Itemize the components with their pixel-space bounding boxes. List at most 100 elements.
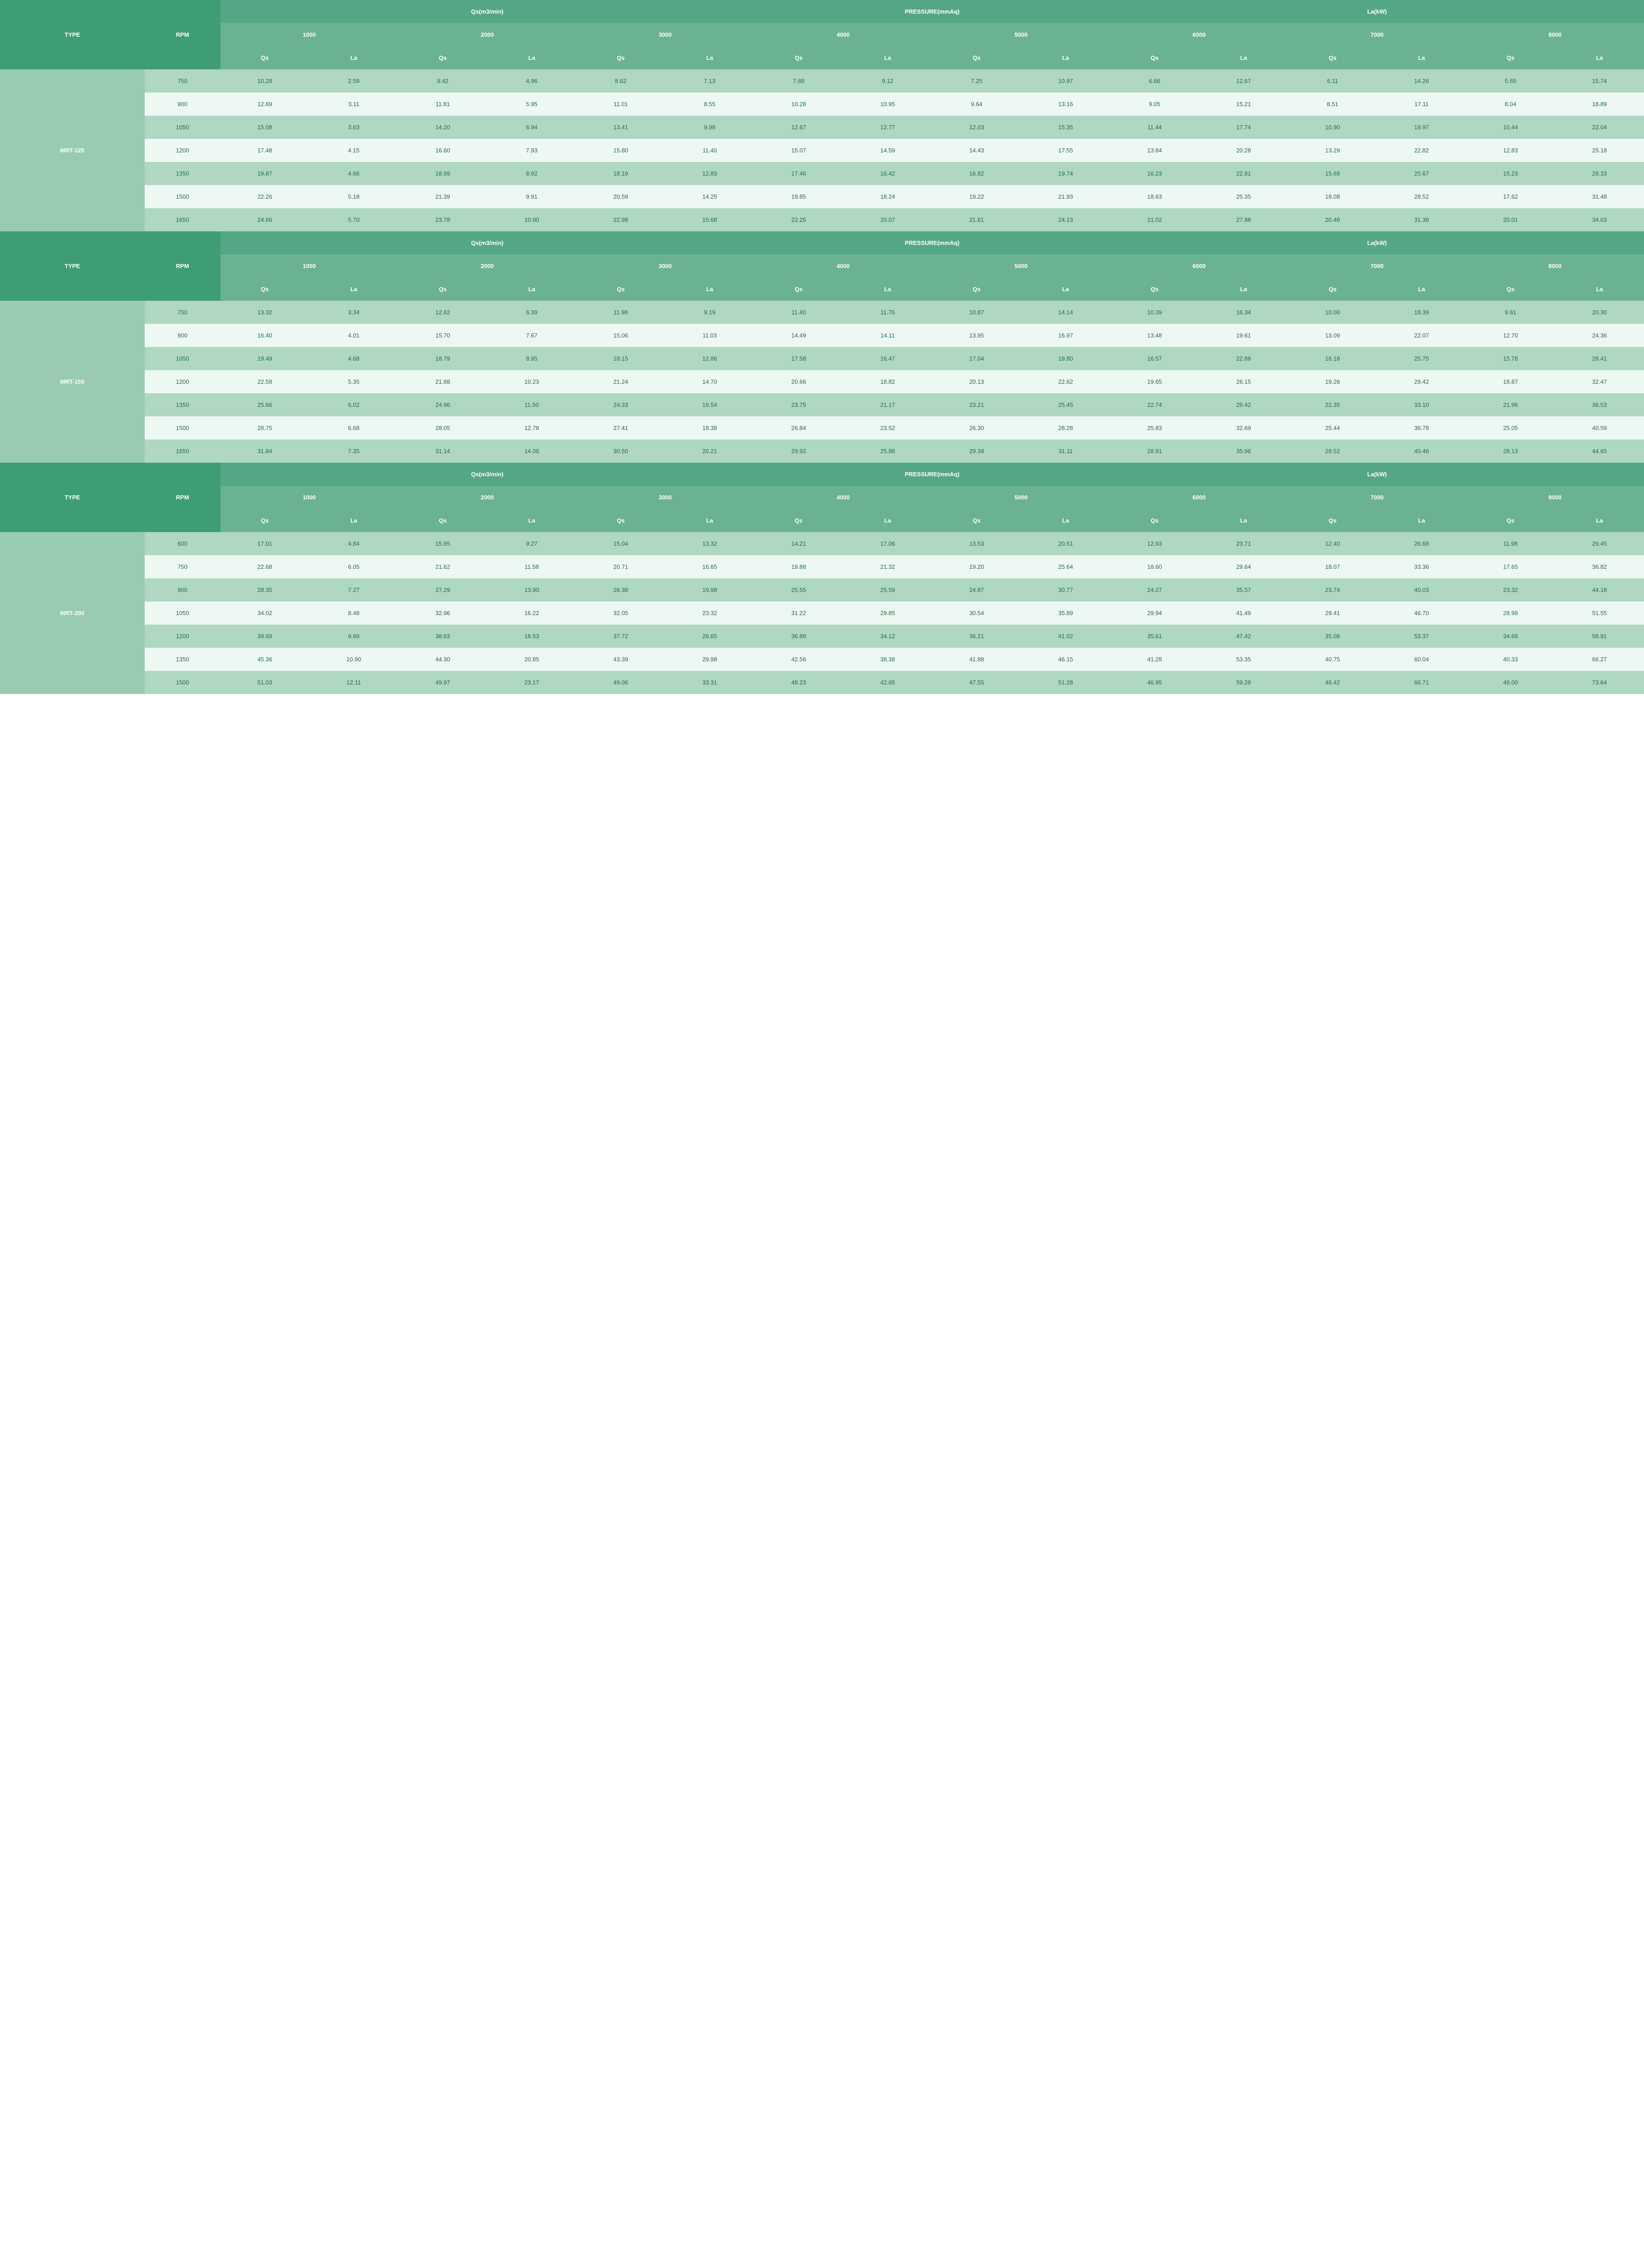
value-cell: 10.39: [1110, 301, 1199, 324]
header-group-pressure: PRESSURE(mmAq): [754, 463, 1110, 486]
value-cell: 49.97: [398, 671, 487, 694]
value-cell: 46.00: [1466, 671, 1555, 694]
value-cell: 24.36: [1555, 324, 1644, 347]
value-cell: 6.02: [309, 393, 398, 416]
value-cell: 22.81: [1199, 162, 1288, 185]
value-cell: 5.35: [309, 370, 398, 393]
header-pair-la: La: [1555, 278, 1644, 301]
value-cell: 19.61: [1199, 324, 1288, 347]
value-cell: 5.18: [309, 185, 398, 208]
value-cell: 26.38: [576, 578, 665, 601]
value-cell: 16.23: [1110, 162, 1199, 185]
value-cell: 30.50: [576, 440, 665, 463]
value-cell: 36.82: [1555, 555, 1644, 578]
value-cell: 15.95: [398, 532, 487, 555]
value-cell: 34.63: [1555, 208, 1644, 231]
value-cell: 16.47: [843, 347, 932, 370]
header-pair-la: La: [487, 46, 576, 69]
value-cell: 20.59: [576, 185, 665, 208]
header-pair-qs: Qs: [220, 509, 309, 532]
value-cell: 33.10: [1377, 393, 1466, 416]
header-pair-la: La: [665, 278, 754, 301]
value-cell: 66.27: [1555, 648, 1644, 671]
header-type: TYPE: [0, 0, 145, 69]
rpm-cell: 1050: [145, 116, 220, 139]
value-cell: 25.67: [1377, 162, 1466, 185]
value-cell: 11.40: [754, 301, 843, 324]
header-row-3: QsLaQsLaQsLaQsLaQsLaQsLaQsLaQsLa: [0, 509, 1644, 532]
value-cell: 46.15: [1021, 648, 1110, 671]
header-row-1: TYPERPMQs(m3/min)PRESSURE(mmAq)La(kW): [0, 231, 1644, 254]
value-cell: 31.38: [1377, 208, 1466, 231]
value-cell: 12.77: [843, 116, 932, 139]
value-cell: 13.32: [665, 532, 754, 555]
header-subcolumn: 1000: [220, 486, 398, 509]
value-cell: 25.66: [220, 393, 309, 416]
value-cell: 59.28: [1199, 671, 1288, 694]
header-type: TYPE: [0, 463, 145, 532]
value-cell: 6.39: [487, 301, 576, 324]
value-cell: 42.56: [754, 648, 843, 671]
value-cell: 10.28: [754, 93, 843, 116]
value-cell: 19.85: [754, 185, 843, 208]
header-pair-la: La: [843, 509, 932, 532]
spec-table: TYPERPMQs(m3/min)PRESSURE(mmAq)La(kW) 100…: [0, 0, 1644, 694]
header-pair-qs: Qs: [1288, 278, 1377, 301]
table-row: 120022.585.3521.8810.2321.2414.7020.6618…: [0, 370, 1644, 393]
value-cell: 20.01: [1466, 208, 1555, 231]
header-subcolumn: 4000: [754, 486, 932, 509]
rpm-cell: 600: [145, 532, 220, 555]
rpm-cell: 900: [145, 578, 220, 601]
value-cell: 13.32: [220, 301, 309, 324]
rpm-cell: 750: [145, 69, 220, 93]
value-cell: 25.83: [1110, 416, 1199, 440]
value-cell: 19.98: [665, 578, 754, 601]
value-cell: 13.53: [932, 532, 1021, 555]
table-row: 165024.665.7023.7810.9022.9815.6822.2520…: [0, 208, 1644, 231]
value-cell: 13.09: [1288, 324, 1377, 347]
value-cell: 26.30: [932, 416, 1021, 440]
value-cell: 4.84: [309, 532, 398, 555]
header-pair-qs: Qs: [754, 46, 843, 69]
value-cell: 19.74: [1021, 162, 1110, 185]
value-cell: 41.88: [932, 648, 1021, 671]
value-cell: 16.42: [843, 162, 932, 185]
value-cell: 19.97: [1377, 116, 1466, 139]
value-cell: 41.28: [1110, 648, 1199, 671]
value-cell: 8.92: [487, 162, 576, 185]
value-cell: 17.58: [754, 347, 843, 370]
header-subcolumn: 7000: [1288, 23, 1466, 46]
rpm-cell: 900: [145, 324, 220, 347]
value-cell: 22.35: [1288, 393, 1377, 416]
value-cell: 60.04: [1377, 648, 1466, 671]
header-pair-qs: Qs: [932, 278, 1021, 301]
value-cell: 13.16: [1021, 93, 1110, 116]
value-cell: 27.88: [1199, 208, 1288, 231]
value-cell: 14.49: [754, 324, 843, 347]
value-cell: 3.34: [309, 301, 398, 324]
value-cell: 18.07: [1288, 555, 1377, 578]
value-cell: 17.55: [1021, 139, 1110, 162]
header-pair-qs: Qs: [220, 46, 309, 69]
value-cell: 9.05: [1110, 93, 1199, 116]
value-cell: 45.36: [220, 648, 309, 671]
table-row: 105015.083.6314.206.9413.419.9812.6712.7…: [0, 116, 1644, 139]
header-subcolumn: 6000: [1110, 254, 1288, 278]
value-cell: 20.48: [1288, 208, 1377, 231]
value-cell: 28.28: [1021, 416, 1110, 440]
header-subcolumn: 8000: [1466, 23, 1644, 46]
value-cell: 10.90: [309, 648, 398, 671]
value-cell: 18.82: [843, 370, 932, 393]
value-cell: 28.13: [1466, 440, 1555, 463]
value-cell: 10.95: [843, 93, 932, 116]
table-row: 105019.494.6818.798.9518.1512.8617.5816.…: [0, 347, 1644, 370]
value-cell: 31.84: [220, 440, 309, 463]
header-subcolumn: 5000: [932, 254, 1110, 278]
value-cell: 28.05: [398, 416, 487, 440]
value-cell: 13.48: [1110, 324, 1199, 347]
value-cell: 25.45: [1021, 393, 1110, 416]
header-group-la: La(kW): [1110, 231, 1644, 254]
table-row: 135045.3610.9044.3020.8543.3929.9842.563…: [0, 648, 1644, 671]
value-cell: 29.85: [843, 601, 932, 625]
value-cell: 29.94: [1110, 601, 1199, 625]
